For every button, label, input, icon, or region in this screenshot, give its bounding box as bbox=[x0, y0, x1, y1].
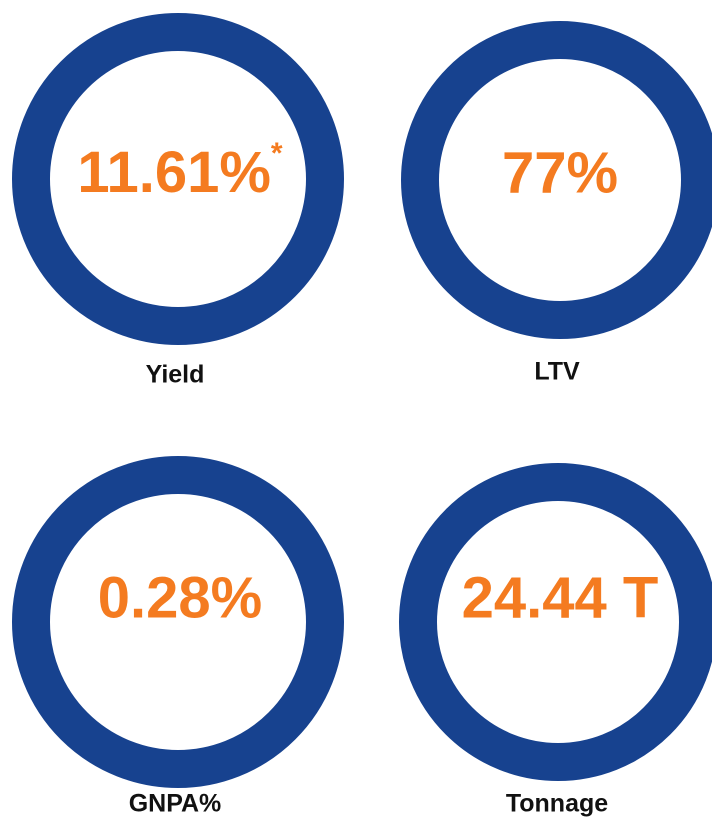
kpi-value: 11.61% bbox=[77, 140, 271, 205]
kpi-value: 77% bbox=[502, 140, 618, 205]
ring bbox=[401, 21, 712, 339]
kpi-label: Tonnage bbox=[506, 790, 608, 818]
ring bbox=[399, 463, 712, 781]
kpi-label: LTV bbox=[534, 358, 580, 386]
kpi-value-group: 11.61%* bbox=[77, 137, 283, 205]
kpi-value: 0.28% bbox=[98, 565, 262, 630]
footnote-mark: * bbox=[271, 137, 283, 170]
ring bbox=[12, 456, 344, 788]
ring bbox=[12, 13, 344, 345]
kpi-label: Yield bbox=[146, 361, 205, 389]
kpi-value: 24.44 T bbox=[462, 565, 659, 630]
kpi-label: GNPA% bbox=[129, 790, 222, 818]
